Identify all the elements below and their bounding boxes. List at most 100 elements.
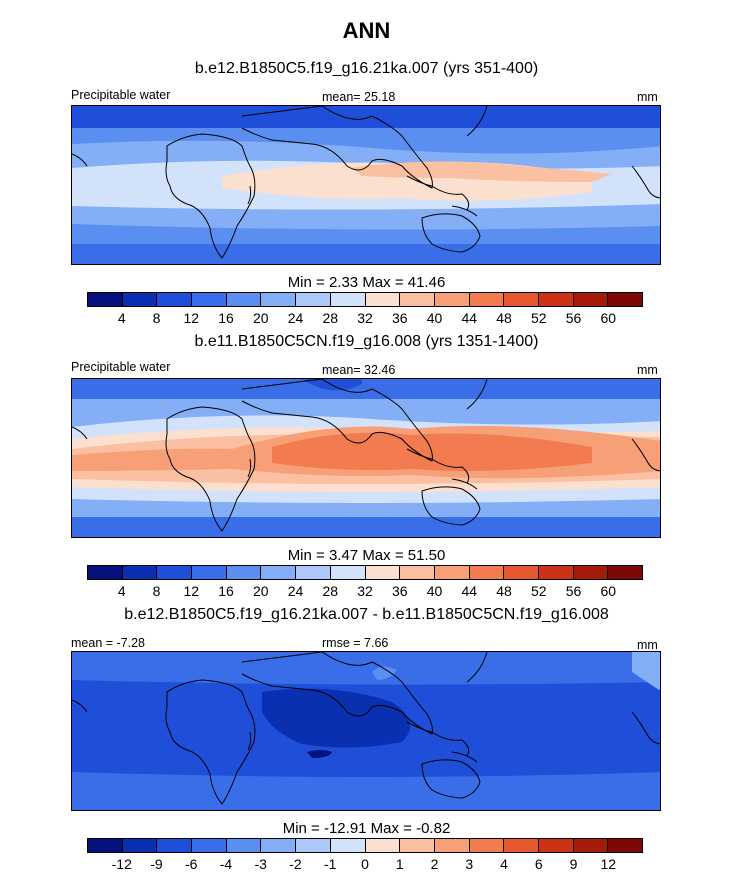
panel-3-rmse-label: rmse = 7.66 — [322, 636, 389, 650]
colorbar-tick-label: 48 — [496, 310, 512, 326]
colorbar-tick-label: 36 — [391, 310, 408, 326]
colorbar-box — [296, 839, 331, 852]
colorbar-box — [330, 839, 366, 852]
panel-3-coastlines — [72, 652, 660, 805]
colorbar-tick-label: -6 — [185, 856, 198, 872]
colorbar-box — [88, 839, 123, 852]
colorbar-box — [400, 566, 435, 579]
colorbar-tick-label: 36 — [391, 583, 408, 599]
colorbar-box — [88, 293, 123, 306]
colorbar-box — [296, 293, 331, 306]
panel-2-variable-label: Precipitable water — [71, 360, 171, 374]
panel-1-coastlines — [72, 106, 660, 259]
panel-2-colorbar — [87, 565, 643, 580]
panel-2-mean-label: mean= 32.46 — [322, 363, 396, 377]
colorbar-box — [261, 293, 297, 306]
colorbar-tick-label: -9 — [150, 856, 163, 872]
panel-1-colorbar — [87, 292, 643, 307]
colorbar-box — [192, 566, 227, 579]
figure-title: ANN — [342, 18, 391, 43]
colorbar-box — [573, 293, 609, 306]
colorbar-box — [261, 566, 297, 579]
colorbar-box — [157, 293, 193, 306]
colorbar-box — [226, 566, 262, 579]
colorbar-tick-label: 20 — [252, 310, 269, 326]
colorbar-box — [538, 839, 574, 852]
colorbar-box — [296, 566, 331, 579]
colorbar-tick-label: 20 — [252, 583, 269, 599]
colorbar-box — [330, 566, 366, 579]
colorbar-tick-label: 44 — [461, 583, 478, 599]
colorbar-tick-label: 48 — [496, 583, 512, 599]
colorbar-tick-label: 28 — [322, 583, 339, 599]
colorbar-box — [469, 293, 505, 306]
panel-3-map — [71, 651, 661, 811]
panel-3-colorbar-ticks: -12 -9 -6 -4 -3 -2 -1 0 1 2 3 4 6 9 12 — [87, 856, 643, 874]
colorbar-tick-label: 3 — [465, 856, 474, 872]
panel-1-map — [71, 105, 661, 265]
colorbar-tick-label: 16 — [218, 583, 234, 599]
colorbar-tick-label: 2 — [430, 856, 439, 872]
panel-3-unit-label: mm — [637, 638, 658, 652]
colorbar-tick-label: 1 — [395, 856, 404, 872]
colorbar-box — [88, 566, 123, 579]
colorbar-tick-label: 8 — [152, 310, 161, 326]
colorbar-box — [504, 293, 539, 306]
colorbar-box — [434, 566, 470, 579]
colorbar-box — [365, 566, 401, 579]
colorbar-box — [573, 566, 609, 579]
colorbar-tick-label: -2 — [289, 856, 302, 872]
colorbar-box — [504, 566, 539, 579]
panel-1-variable-label: Precipitable water — [71, 88, 171, 102]
colorbar-box — [157, 839, 193, 852]
panel-2-colorbar-ticks: 4 8 12 16 20 24 28 32 36 40 44 48 52 56 60 — [87, 583, 643, 601]
colorbar-box — [608, 566, 642, 579]
colorbar-tick-label: 52 — [530, 583, 547, 599]
panel-2-unit-label: mm — [637, 363, 658, 377]
colorbar-tick-label: 16 — [218, 310, 234, 326]
panel-2-coastlines — [72, 379, 660, 532]
colorbar-box — [400, 839, 435, 852]
panel-3-title: b.e12.B1850C5.f19_g16.21ka.007 - b.e11.B… — [124, 606, 609, 623]
colorbar-box — [122, 839, 158, 852]
colorbar-tick-label: 24 — [287, 310, 304, 326]
panel-2-minmax: Min = 3.47 Max = 51.50 — [287, 547, 446, 564]
colorbar-box — [538, 293, 574, 306]
colorbar-tick-label: 8 — [152, 583, 161, 599]
panel-2-title: b.e11.B1850C5CN.f19_g16.008 (yrs 1351-14… — [194, 333, 539, 350]
colorbar-box — [469, 839, 505, 852]
panel-3-mean-label: mean = -7.28 — [71, 636, 146, 650]
panel-1-title: b.e12.B1850C5.f19_g16.21ka.007 (yrs 351-… — [194, 60, 539, 77]
colorbar-tick-label: 40 — [426, 583, 443, 599]
colorbar-box — [330, 293, 366, 306]
colorbar-tick-label: 56 — [565, 310, 582, 326]
colorbar-tick-label: -3 — [254, 856, 267, 872]
colorbar-box — [400, 293, 435, 306]
panel-2-map — [71, 378, 661, 538]
colorbar-tick-label: 4 — [117, 583, 126, 599]
panel-3-minmax: Min = -12.91 Max = -0.82 — [282, 820, 451, 837]
colorbar-box — [226, 839, 262, 852]
colorbar-tick-label: 60 — [600, 310, 617, 326]
colorbar-box — [434, 293, 470, 306]
colorbar-box — [122, 293, 158, 306]
panel-1-minmax: Min = 2.33 Max = 41.46 — [287, 274, 446, 291]
colorbar-tick-label: 4 — [117, 310, 126, 326]
colorbar-tick-label: 12 — [183, 583, 200, 599]
panel-1-colorbar-ticks: 4 8 12 16 20 24 28 32 36 40 44 48 52 56 60 — [87, 310, 643, 328]
colorbar-tick-label: 4 — [500, 856, 508, 872]
colorbar-tick-label: 60 — [600, 583, 617, 599]
panel-1-unit-label: mm — [637, 90, 658, 104]
panel-3-colorbar — [87, 838, 643, 853]
colorbar-box — [608, 839, 642, 852]
colorbar-tick-label: 12 — [183, 310, 200, 326]
colorbar-box — [261, 839, 297, 852]
colorbar-box — [504, 839, 539, 852]
colorbar-box — [469, 566, 505, 579]
colorbar-box — [192, 839, 227, 852]
colorbar-tick-label: 9 — [569, 856, 578, 872]
colorbar-tick-label: 6 — [534, 856, 543, 872]
colorbar-tick-label: -4 — [219, 856, 233, 872]
colorbar-tick-label: 12 — [600, 856, 617, 872]
colorbar-tick-label: 32 — [357, 583, 373, 599]
